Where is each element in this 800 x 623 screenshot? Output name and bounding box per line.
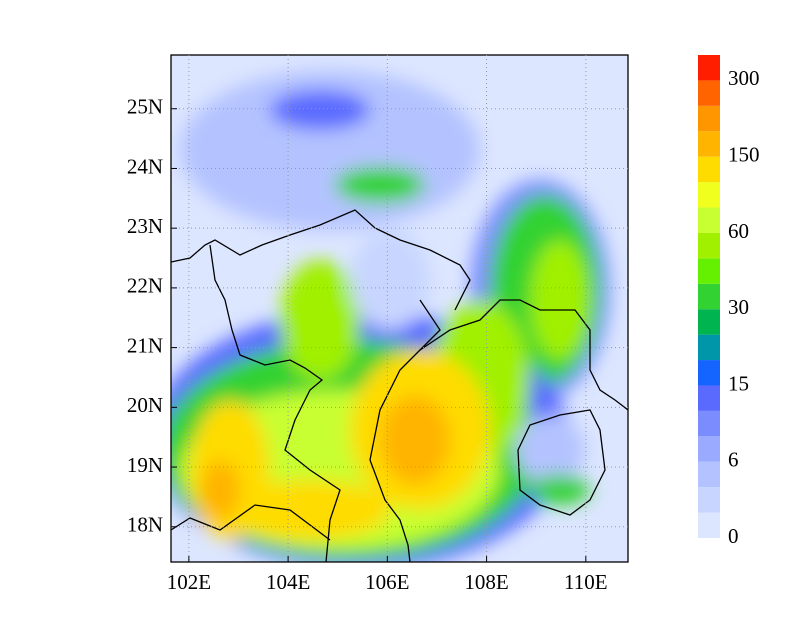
colorbar-label: 300 (728, 66, 760, 90)
colorbar-box (698, 258, 720, 284)
colorbar-box (698, 232, 720, 259)
y-tick-label: 19N (127, 453, 163, 477)
x-tick-label: 108E (464, 570, 508, 594)
map-frame (170, 54, 629, 563)
colorbar-box (698, 410, 720, 437)
y-tick-label: 20N (127, 393, 163, 417)
colorbar-box (698, 487, 720, 513)
y-tick-label: 24N (127, 154, 163, 178)
colorbar-box (698, 131, 720, 157)
colorbar-box (698, 55, 720, 81)
colorbar-box (698, 182, 720, 208)
x-tick-label: 110E (564, 570, 608, 594)
colorbar-box (698, 461, 720, 488)
y-tick-label: 25N (127, 95, 163, 119)
colorbar-box (698, 309, 720, 335)
colorbar-box (698, 512, 720, 538)
x-tick-label: 104E (266, 570, 310, 594)
colorbar-label: 0 (728, 524, 739, 548)
colorbar-box (698, 436, 720, 462)
x-tick-label: 106E (365, 570, 409, 594)
colorbar-box (698, 80, 720, 106)
colorbar-label: 60 (728, 219, 749, 243)
coastlines (171, 209, 628, 562)
colorbar-label: 15 (728, 371, 749, 395)
colorbar-box (698, 283, 720, 310)
y-tick-label: 22N (127, 274, 163, 298)
colorbar-label: 6 (728, 448, 739, 472)
y-tick-label: 21N (127, 333, 163, 357)
colorbar-label: 150 (728, 142, 760, 166)
colorbar-box (698, 385, 720, 411)
precipitation-field (171, 55, 628, 562)
colorbar-box (698, 156, 720, 183)
colorbar-box (698, 105, 720, 132)
colorbar-box (698, 360, 720, 386)
colorbar-box (698, 334, 720, 361)
x-tick-label: 102E (167, 570, 211, 594)
y-tick-label: 18N (127, 513, 163, 537)
colorbar-box (698, 207, 720, 233)
y-tick-label: 23N (127, 214, 163, 238)
colorbar-label: 30 (728, 295, 749, 319)
